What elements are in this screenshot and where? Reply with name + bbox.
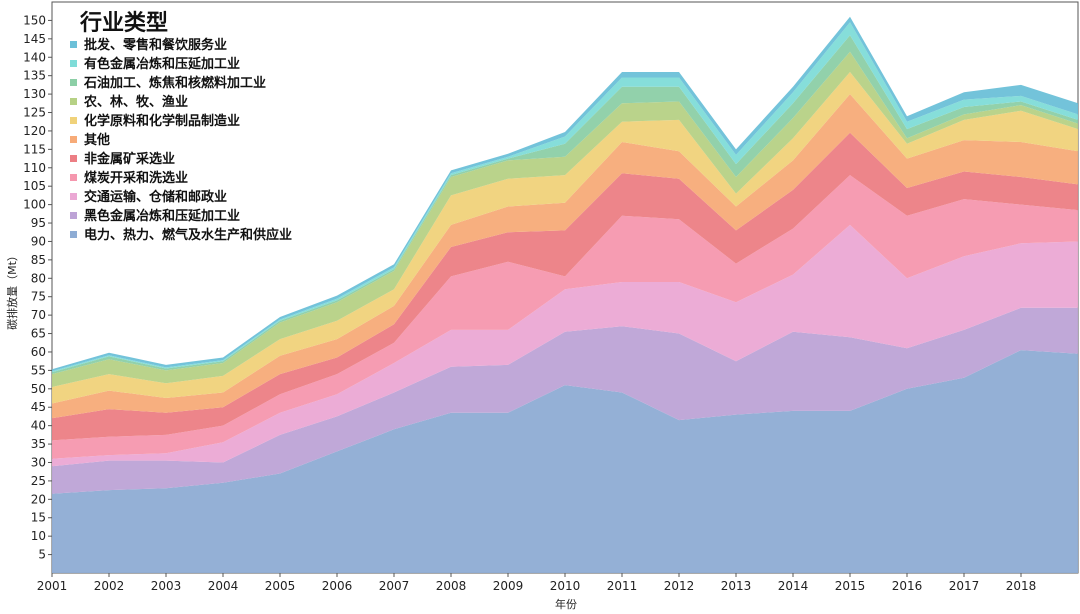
- x-tick-label: 2014: [778, 579, 809, 593]
- x-axis-title: 年份: [555, 597, 577, 611]
- y-tick-label: 75: [31, 290, 46, 304]
- legend-swatch: [70, 41, 77, 48]
- y-tick-label: 15: [31, 511, 46, 525]
- legend-swatch: [70, 174, 77, 181]
- area-layers: [52, 16, 1078, 573]
- y-tick-label: 25: [31, 474, 46, 488]
- y-tick-label: 50: [31, 382, 46, 396]
- x-tick-label: 2006: [322, 579, 353, 593]
- legend-swatch: [70, 79, 77, 86]
- legend-swatch: [70, 212, 77, 219]
- x-tick-label: 2003: [151, 579, 182, 593]
- x-tick-label: 2011: [607, 579, 638, 593]
- x-tick-label: 2016: [892, 579, 923, 593]
- x-tick-label: 2007: [379, 579, 410, 593]
- x-tick-label: 2004: [208, 579, 239, 593]
- y-tick-label: 60: [31, 345, 46, 359]
- legend-label: 农、林、牧、渔业: [83, 94, 188, 110]
- legend-label: 石油加工、炼焦和核燃料加工业: [83, 75, 266, 91]
- x-tick-label: 2002: [94, 579, 125, 593]
- legend-label: 有色金属冶炼和压延加工业: [84, 56, 240, 72]
- y-axis-title: 碳排放量（Mt）: [5, 250, 19, 330]
- legend-label: 化学原料和化学制品制造业: [84, 113, 240, 129]
- legend-label: 电力、热力、燃气及水生产和供应业: [84, 227, 292, 243]
- x-tick-label: 2015: [835, 579, 866, 593]
- legend-label: 交通运输、仓储和邮政业: [84, 189, 227, 205]
- y-tick-label: 110: [23, 161, 46, 175]
- y-tick-label: 120: [23, 124, 46, 138]
- y-tick-label: 65: [31, 327, 46, 341]
- y-tick-label: 150: [23, 13, 46, 27]
- y-tick-label: 95: [31, 216, 46, 230]
- area-series-3: [52, 175, 1078, 459]
- legend-swatch: [70, 98, 77, 105]
- y-tick-label: 55: [31, 363, 46, 377]
- y-tick-label: 145: [23, 32, 46, 46]
- legend-swatch: [70, 117, 77, 124]
- area-series-0: [52, 350, 1078, 573]
- x-tick-label: 2009: [493, 579, 524, 593]
- area-series-1: [52, 307, 1078, 494]
- y-tick-label: 70: [31, 308, 46, 322]
- legend: 行业类型 批发、零售和餐饮服务业有色金属冶炼和压延加工业石油加工、炼焦和核燃料加…: [70, 10, 292, 243]
- y-tick-label: 90: [31, 234, 46, 248]
- y-tick-label: 10: [31, 529, 46, 543]
- x-axis: 2001 2002 2003 2004 2005 2006 2007 2008 2009 2010…: [37, 573, 1037, 593]
- y-axis: 5 10 15 20 25 30 35 40 45 50 55 60 65 70 75 80 85 90 95 100…: [23, 13, 52, 562]
- legend-label: 煤炭开采和洗选业: [84, 170, 188, 186]
- legend-label: 非金属矿采选业: [84, 151, 175, 167]
- y-tick-label: 45: [31, 400, 46, 414]
- x-tick-label: 2008: [436, 579, 467, 593]
- legend-title: 行业类型: [79, 10, 168, 36]
- x-tick-label: 2010: [550, 579, 581, 593]
- x-tick-label: 2017: [949, 579, 980, 593]
- area-series-2: [52, 224, 1078, 467]
- legend-swatch: [70, 60, 77, 67]
- x-tick-label: 2018: [1006, 579, 1037, 593]
- legend-swatch: [70, 231, 77, 238]
- y-tick-label: 115: [23, 142, 46, 156]
- legend-swatch: [70, 193, 77, 200]
- y-tick-label: 140: [23, 50, 46, 64]
- y-tick-label: 135: [23, 69, 46, 83]
- y-tick-label: 40: [31, 419, 46, 433]
- legend-swatch: [70, 136, 77, 143]
- y-tick-label: 80: [31, 271, 46, 285]
- y-tick-label: 5: [38, 548, 46, 562]
- y-tick-label: 105: [23, 179, 46, 193]
- x-tick-label: 2012: [664, 579, 695, 593]
- x-tick-label: 2005: [265, 579, 296, 593]
- y-tick-label: 20: [31, 492, 46, 506]
- y-tick-label: 130: [23, 87, 46, 101]
- y-tick-label: 85: [31, 253, 46, 267]
- legend-label: 其他: [84, 132, 110, 148]
- legend-label: 批发、零售和餐饮服务业: [84, 37, 227, 53]
- y-tick-label: 125: [23, 106, 46, 120]
- y-tick-label: 30: [31, 455, 46, 469]
- legend-label: 黑色金属冶炼和压延加工业: [84, 208, 240, 224]
- y-tick-label: 100: [23, 198, 46, 212]
- y-tick-label: 35: [31, 437, 46, 451]
- legend-swatch: [70, 155, 77, 162]
- x-tick-label: 2013: [721, 579, 752, 593]
- x-tick-label: 2001: [37, 579, 68, 593]
